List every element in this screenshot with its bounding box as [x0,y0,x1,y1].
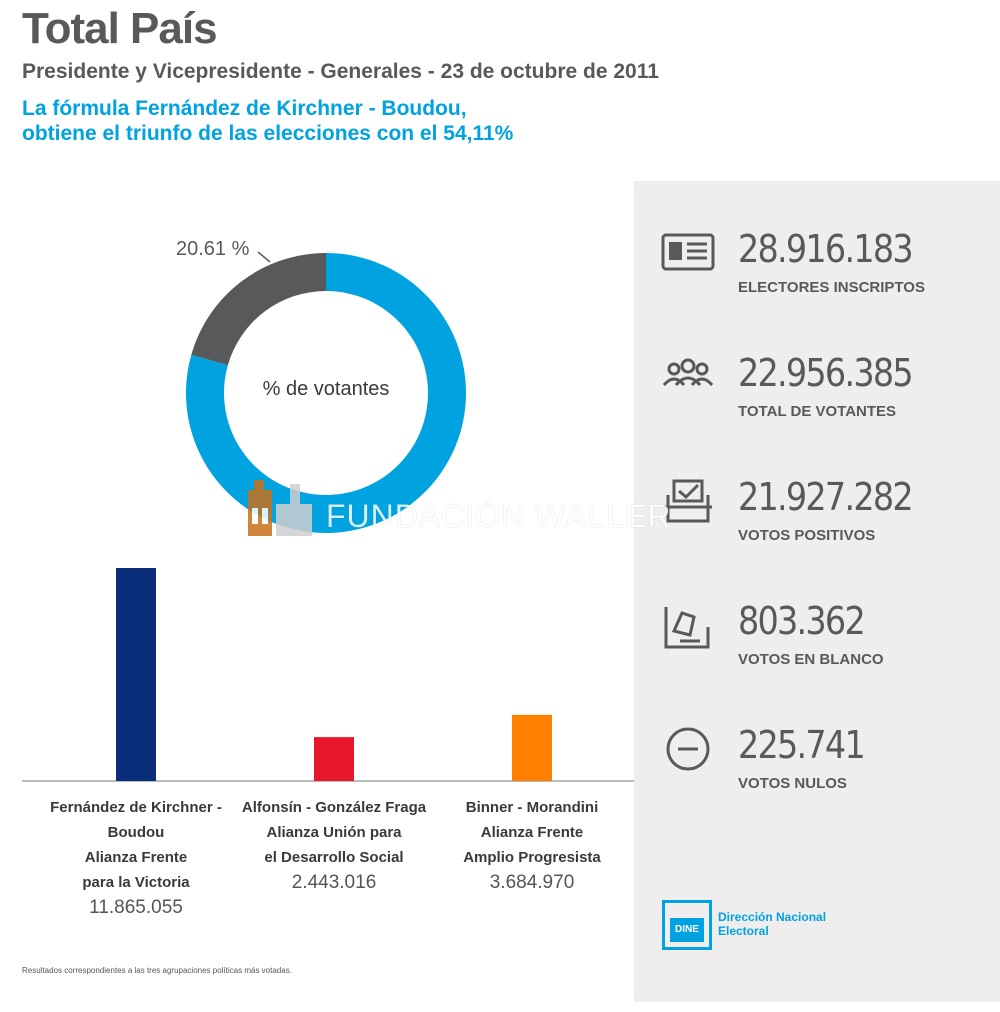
bar-category-line: Fernández de Kirchner - [50,799,222,816]
bar-category-line: Alianza Unión para [266,824,402,841]
stat-value: 225.741 [738,723,866,767]
dine-logo-text: Dirección Nacional Electoral [718,910,878,938]
people-icon [662,358,714,387]
donut-slice-0 [191,253,326,366]
stat-label: ELECTORES INSCRIPTOS [738,279,925,296]
stat-votantes: 22.956.385 TOTAL DE VOTANTES [660,351,990,441]
bar-0 [116,568,156,781]
stat-blanco: 803.362 VOTOS EN BLANCO [660,599,990,689]
bar-category-line: Boudou [107,824,165,841]
headline-line-2: obtiene el triunfo de las elecciones con… [22,122,514,145]
dine-logo-box: DINE [670,918,704,942]
stat-label: TOTAL DE VOTANTES [738,403,897,420]
bar-category-line: Alianza Frente [84,849,188,866]
bar-2 [512,714,552,781]
stat-value: 21.927.282 [738,475,914,519]
bar-category-label: Binner - Morandini Alianza Frente Amplio P… [432,795,632,895]
dine-logo-line-1: Dirección Nacional [718,910,827,924]
stat-nulos: 225.741 VOTOS NULOS [660,723,990,813]
donut-leader-line [257,251,271,263]
headline: La fórmula Fernández de Kirchner - Boudo… [22,96,662,146]
donut-chart [185,251,466,533]
watermark-building-icon [248,480,312,536]
bar-category-label: Fernández de Kirchner - Boudou Alianza Fre… [36,795,236,920]
stat-value: 22.956.385 [738,351,914,395]
dine-logo-line-2: Electoral [718,924,769,938]
bar-category-line: Alfonsín - González Fraga [241,799,427,816]
watermark: FUNDACIÓN WALLER [246,480,766,540]
dine-logo: DINE [662,900,712,950]
bar-1 [314,737,354,781]
stat-label: VOTOS NULOS [738,775,847,792]
stat-positivos: 21.927.282 VOTOS POSITIVOS [660,475,990,565]
ballot-check-icon [664,479,712,523]
id-card-icon [661,233,715,271]
bar-value-label: 2.443.016 [291,872,377,893]
bar-category-line: Binner - Morandini [465,799,599,816]
bar-category-line: el Desarrollo Social [264,849,404,866]
bar-category-line: Amplio Progresista [463,849,601,866]
stat-value: 803.362 [738,599,866,643]
bar-category-line: Alianza Frente [480,824,584,841]
page-title: Total País [22,4,218,53]
footnote: Resultados correspondientes a las tres a… [22,966,292,975]
minus-circle-icon [666,727,710,771]
bar-category-label: Alfonsín - González Fraga Alianza Unión p… [234,795,434,895]
stat-label: VOTOS EN BLANCO [738,651,884,668]
bar-value-label: 3.684.970 [489,872,575,893]
ballot-box-icon [664,607,710,649]
stat-value: 28.916.183 [738,227,914,271]
donut-center-label: % de votantes [262,378,390,400]
bar-value-label: 11.865.055 [89,897,183,918]
stat-electores: 28.916.183 ELECTORES INSCRIPTOS [660,227,990,317]
stat-label: VOTOS POSITIVOS [738,527,876,544]
donut-slice-label: 20.61 % [176,238,250,260]
bar-chart [22,568,634,782]
headline-line-1: La fórmula Fernández de Kirchner - Boudo… [22,97,467,120]
bar-category-line: para la Victoria [82,874,190,891]
stats-panel: 28.916.183 ELECTORES INSCRIPTOS 22.956.3… [634,181,1000,1002]
watermark-text: FUNDACIÓN WALLER [326,498,672,534]
page-subtitle: Presidente y Vicepresidente - Generales … [22,60,659,83]
